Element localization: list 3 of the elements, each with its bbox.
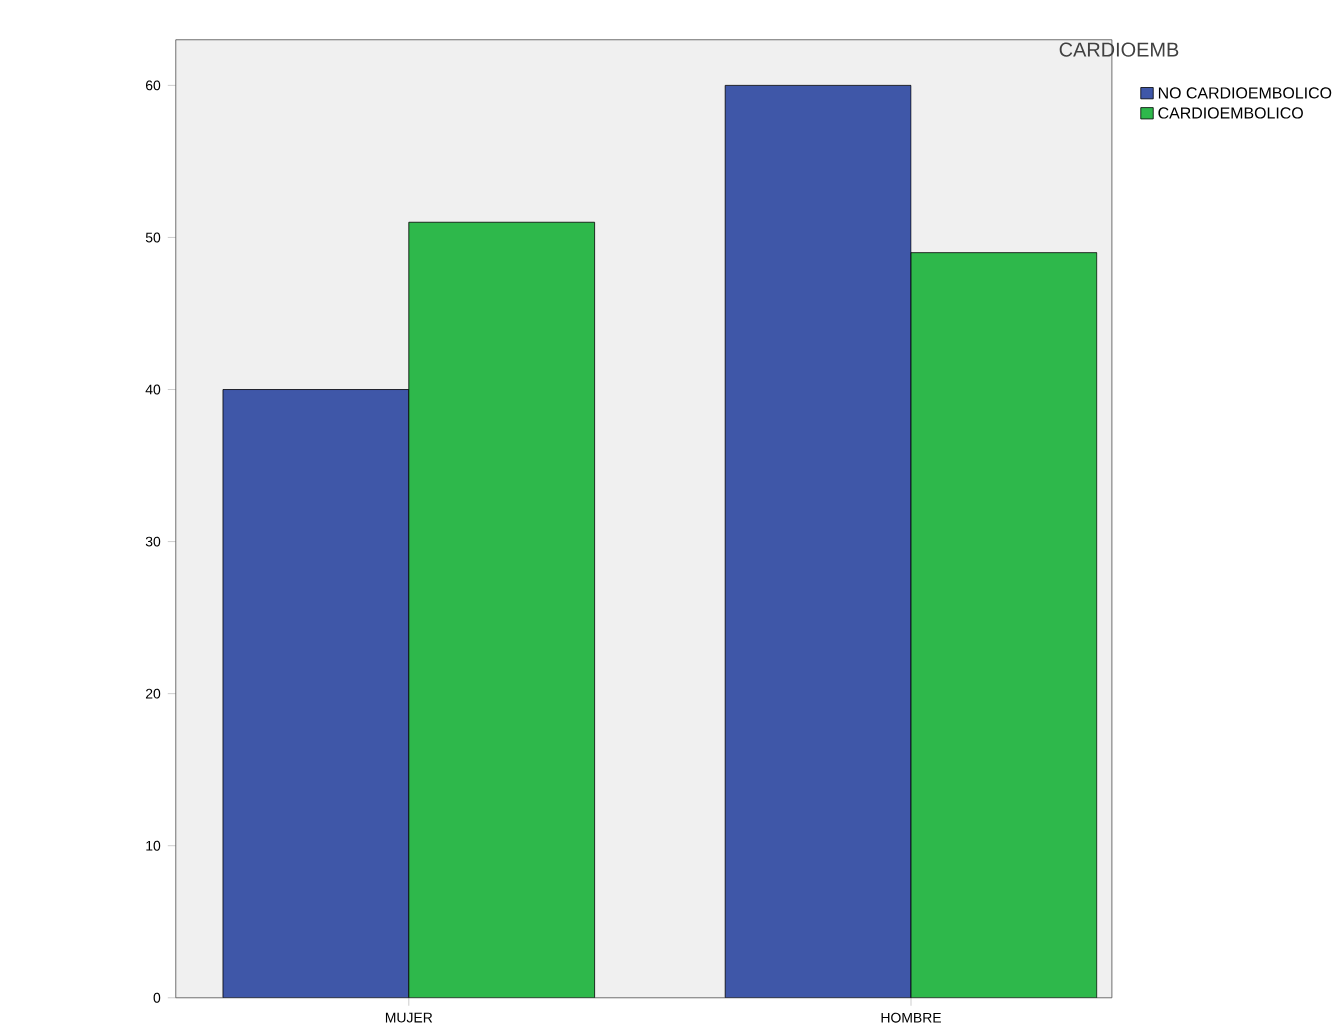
bar — [910, 252, 1098, 998]
legend-title: CARDIOEMB — [1059, 42, 1179, 57]
bar — [408, 221, 596, 998]
